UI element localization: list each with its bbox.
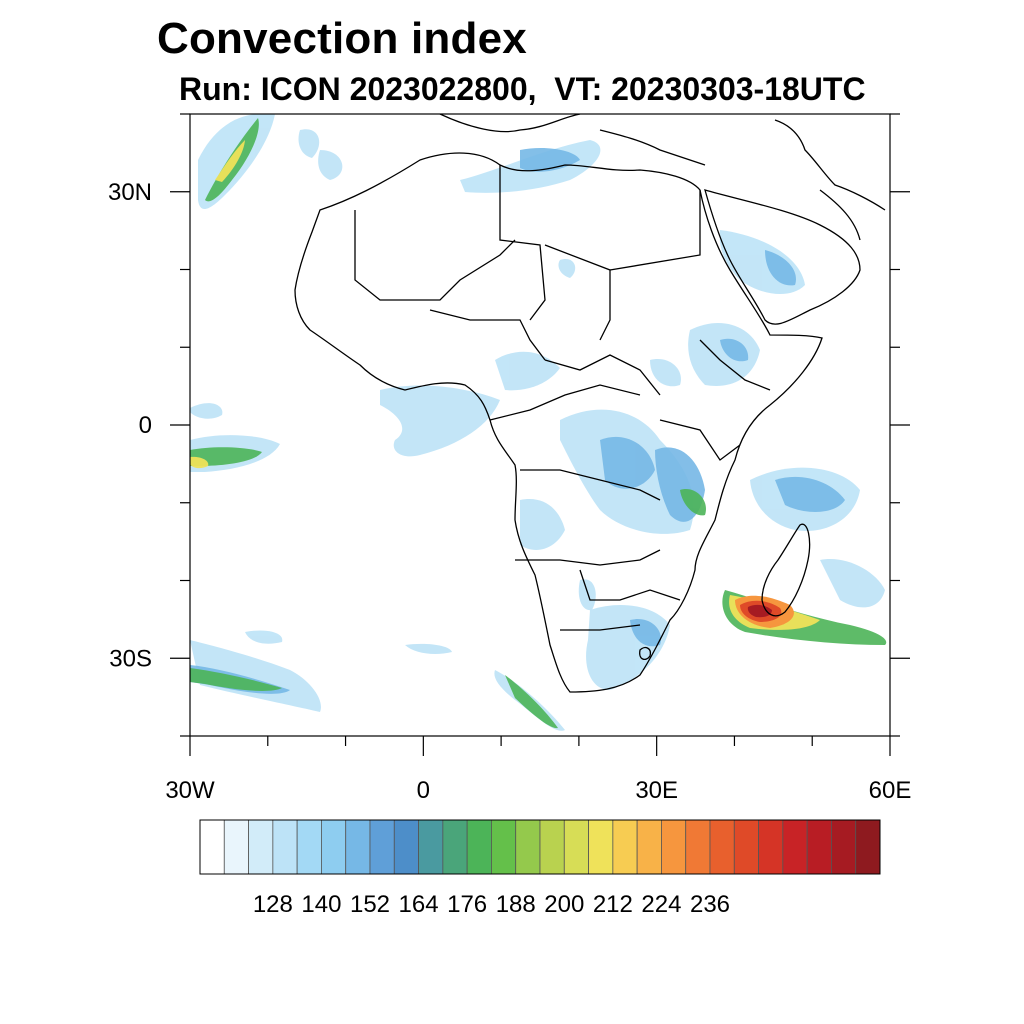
colorbar-label: 128: [253, 891, 293, 918]
lon-label: 30W: [165, 777, 215, 804]
colorbar-box: [612, 819, 638, 875]
lat-label: 0: [139, 412, 152, 439]
colorbar-box: [636, 819, 662, 875]
field-red: [735, 595, 794, 628]
colorbar-box: [393, 819, 419, 875]
plot-subtitle: Run: ICON 2023022800, VT: 20230303-18UTC: [179, 71, 866, 107]
lon-label: 60E: [869, 777, 912, 804]
convection-field: [190, 114, 887, 731]
axis-ticks: [170, 113, 910, 756]
colorbar-box: [709, 819, 735, 875]
map-background: [190, 114, 890, 736]
colorbar-labels: 128 140 152 164 176 188 200 212 224 236: [253, 891, 730, 918]
colorbar-box: [321, 819, 347, 875]
plot-title: Convection index: [157, 14, 527, 63]
colorbar-box: [806, 819, 832, 875]
colorbar-box: [855, 819, 881, 875]
colorbar-label: 152: [350, 891, 390, 918]
colorbar-label: 176: [447, 891, 487, 918]
colorbar-box: [563, 819, 589, 875]
lon-label: 30E: [635, 777, 678, 804]
colorbar-label: 188: [496, 891, 536, 918]
lon-label: 0: [417, 777, 430, 804]
axis-labels: 30N 0 30S 30W 0 30E 60E: [108, 179, 911, 804]
colorbar-box: [369, 819, 395, 875]
colorbar-box: [588, 819, 614, 875]
map-panel: 30N 0 30S 30W 0 30E 60E: [108, 113, 911, 804]
colorbar-box: [296, 819, 322, 875]
colorbar-box: [661, 819, 687, 875]
colorbar-box: [272, 819, 298, 875]
colorbar-box: [223, 819, 249, 875]
colorbar-label: 236: [690, 891, 730, 918]
colorbar-box: [199, 819, 225, 875]
colorbar-label: 200: [544, 891, 584, 918]
coastlines: [294, 114, 886, 693]
colorbar-box: [782, 819, 808, 875]
colorbar-box: [758, 819, 784, 875]
colorbar-label: 164: [399, 891, 439, 918]
colorbar-box: [466, 819, 492, 875]
colorbar-frame: [199, 819, 881, 875]
colorbar-box: [442, 819, 468, 875]
colorbar-label: 212: [593, 891, 633, 918]
lat-label: 30S: [109, 645, 152, 672]
colorbar-box: [539, 819, 565, 875]
colorbar-box: [248, 819, 274, 875]
colorbar-box: [685, 819, 711, 875]
colorbar-box: [515, 819, 541, 875]
colorbar: [199, 819, 881, 875]
colorbar-box: [733, 819, 759, 875]
colorbar-box: [418, 819, 444, 875]
colorbar-box: [491, 819, 517, 875]
colorbar-label: 140: [301, 891, 341, 918]
lat-label: 30N: [108, 179, 152, 206]
colorbar-label: 224: [641, 891, 681, 918]
colorbar-box: [345, 819, 371, 875]
colorbar-box: [831, 819, 857, 875]
